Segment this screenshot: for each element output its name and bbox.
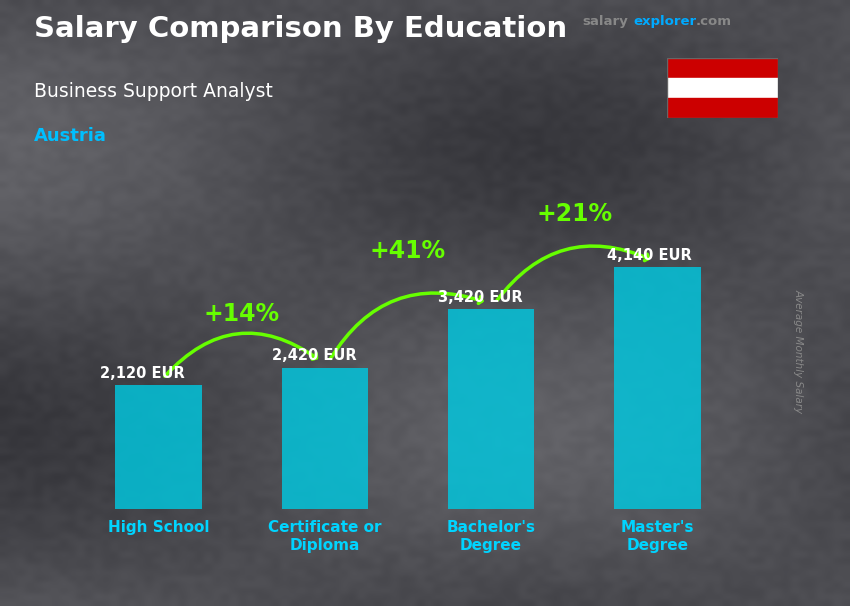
Text: Austria: Austria	[34, 127, 107, 145]
Text: +41%: +41%	[370, 239, 446, 263]
Text: 2,420 EUR: 2,420 EUR	[272, 348, 356, 363]
Bar	[667, 78, 778, 98]
Text: +14%: +14%	[204, 302, 280, 325]
Bar	[667, 58, 778, 78]
Text: +21%: +21%	[536, 202, 612, 227]
Text: 2,120 EUR: 2,120 EUR	[100, 365, 185, 381]
Text: explorer: explorer	[633, 15, 696, 28]
Text: Business Support Analyst: Business Support Analyst	[34, 82, 273, 101]
Bar	[448, 310, 535, 509]
Bar	[281, 368, 368, 509]
Text: Salary Comparison By Education: Salary Comparison By Education	[34, 15, 567, 43]
Text: 4,140 EUR: 4,140 EUR	[608, 248, 692, 263]
Text: .com: .com	[695, 15, 731, 28]
Text: Average Monthly Salary: Average Monthly Salary	[793, 290, 803, 413]
Bar	[116, 385, 202, 509]
Bar	[614, 267, 700, 509]
Bar	[667, 98, 778, 118]
Text: 3,420 EUR: 3,420 EUR	[438, 290, 523, 305]
Text: salary: salary	[582, 15, 628, 28]
